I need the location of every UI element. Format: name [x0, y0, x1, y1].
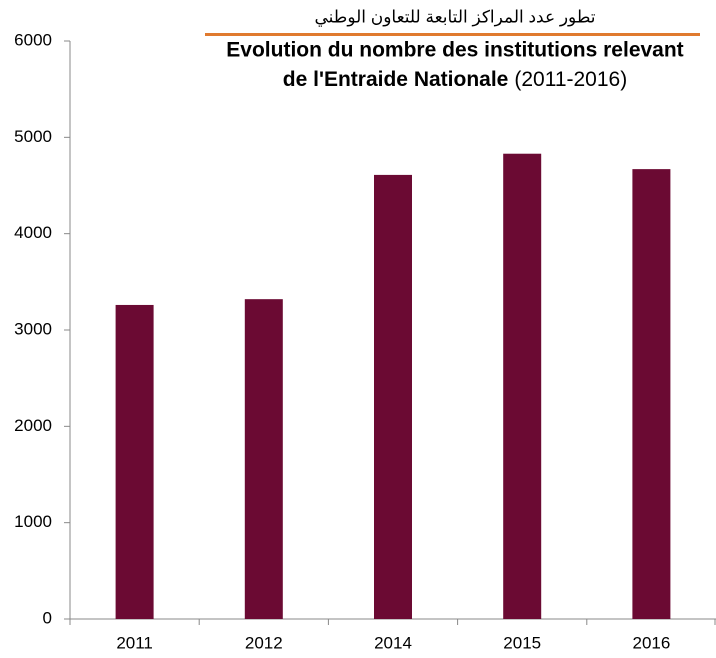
x-tick-label: 2016	[632, 633, 670, 652]
y-tick-label: 0	[43, 608, 52, 627]
y-tick-label: 2000	[14, 416, 52, 435]
y-tick-label: 6000	[14, 30, 52, 49]
y-tick-label: 1000	[14, 512, 52, 531]
chart-title-ar: تطور عدد المراكز التابعة للتعاون الوطني	[314, 7, 595, 27]
chart-title-line: de l'Entraide Nationale (2011-2016)	[283, 68, 627, 91]
bar	[115, 304, 154, 619]
y-tick-label: 5000	[14, 127, 52, 146]
chart-title: de l'Entraide Nationale	[283, 68, 509, 91]
chart-title: Evolution du nombre des institutions rel…	[226, 39, 683, 62]
x-tick-label: 2012	[245, 633, 283, 652]
bar	[374, 174, 412, 620]
x-tick-label: 2011	[116, 633, 153, 652]
bar	[632, 169, 671, 619]
title-underline	[205, 33, 700, 36]
y-tick-label: 3000	[14, 319, 52, 338]
chart-subtitle: (2011-2016)	[514, 68, 627, 91]
x-tick-label: 2015	[503, 633, 541, 652]
bar	[244, 299, 283, 619]
x-tick-label: 2014	[374, 633, 412, 652]
y-tick-label: 4000	[14, 223, 52, 242]
bar	[503, 153, 542, 619]
